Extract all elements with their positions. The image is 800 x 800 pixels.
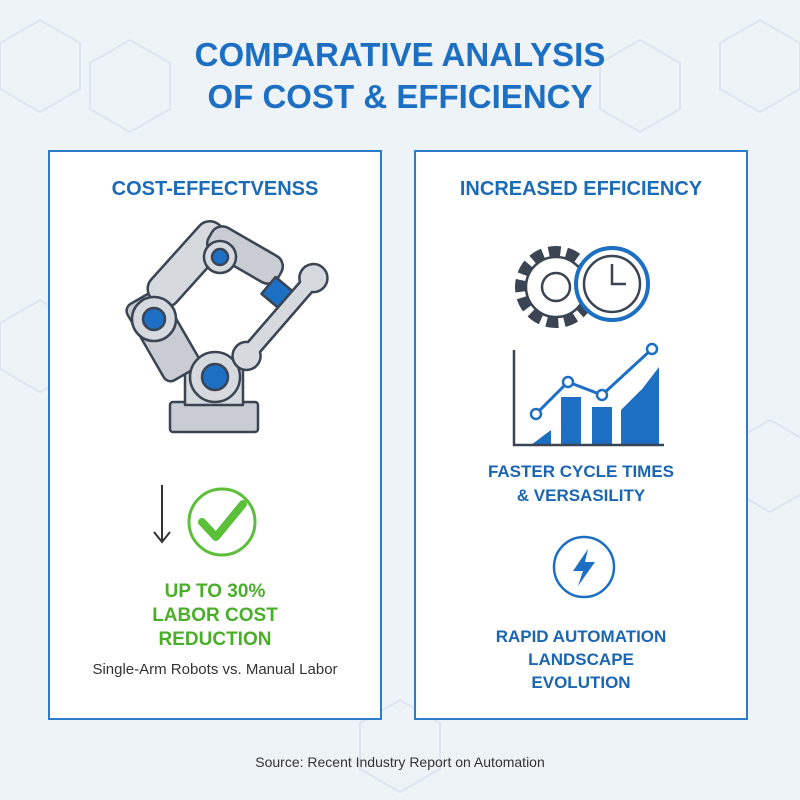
right-icons [512,246,664,599]
stat-line: REDUCTION [158,629,272,650]
item-line: RAPID AUTOMATION [495,627,667,646]
left-panel: COST-EFFECTVENSS UP TO 30% LABOR COST RE… [48,150,382,720]
right-panel: INCREASED EFFICIENCY FASTER CYCLE TIMES … [414,150,748,720]
item-line: FASTER CYCLE TIMES [487,462,675,481]
item-line: & VERSASILITY [516,486,646,505]
stat-line: LABOR COST [152,605,278,626]
panel-heading: INCREASED EFFICIENCY [459,178,703,200]
panel-heading: COST-EFFECTVENSS [111,178,319,200]
left-icons [125,219,329,557]
title-line: COMPARATIVE ANALYSIS [194,36,606,73]
item-line: LANDSCAPE [528,650,634,669]
caption: Single-Arm Robots vs. Manual Labor [92,661,338,678]
source-note: Source: Recent Industry Report on Automa… [255,754,545,770]
stat-line: UP TO 30% [164,581,266,602]
title-line: OF COST & EFFICIENCY [207,78,593,115]
item-line: EVOLUTION [531,673,631,692]
